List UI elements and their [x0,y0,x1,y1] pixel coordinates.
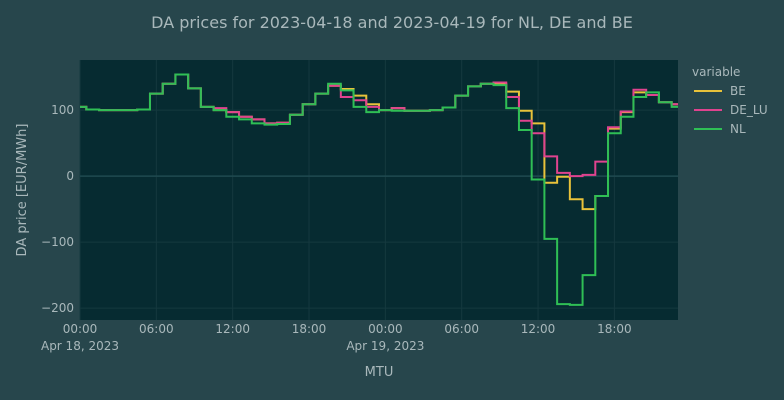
x-tick-label: 12:00 [521,322,556,336]
x-tick-label: 06:00 [444,322,479,336]
legend-label: BE [730,84,746,98]
x-axis-title: MTU [365,365,394,380]
legend-label: DE_LU [730,103,768,117]
x-tick-date-label: Apr 18, 2023 [41,339,119,353]
legend: variable BE DE_LU NL [692,65,768,136]
chart-title: DA prices for 2023-04-18 and 2023-04-19 … [151,13,633,32]
x-tick-label: 06:00 [139,322,174,336]
legend-label: NL [730,122,746,136]
x-tick-label: 12:00 [215,322,250,336]
x-tick-label: 00:00 [63,322,98,336]
y-tick-label: 0 [66,169,74,183]
legend-title: variable [692,65,740,79]
x-axis-ticks: 00:00 Apr 18, 2023 06:00 12:00 18:00 00:00 Apr… [41,322,632,353]
x-tick-label: 18:00 [597,322,632,336]
series-line-nl [80,73,678,306]
y-tick-label: −200 [41,301,74,315]
x-tick-label: 18:00 [292,322,327,336]
x-tick-label: 00:00 [368,322,403,336]
series-layer [80,73,678,306]
y-tick-label: 100 [51,103,74,117]
y-axis-ticks: 100 0 −100 −200 [41,103,74,315]
y-axis-title: DA price [EUR/MWh] [15,124,30,257]
y-tick-label: −100 [41,235,74,249]
plot-area [80,60,678,320]
x-tick-date-label: Apr 19, 2023 [346,339,424,353]
